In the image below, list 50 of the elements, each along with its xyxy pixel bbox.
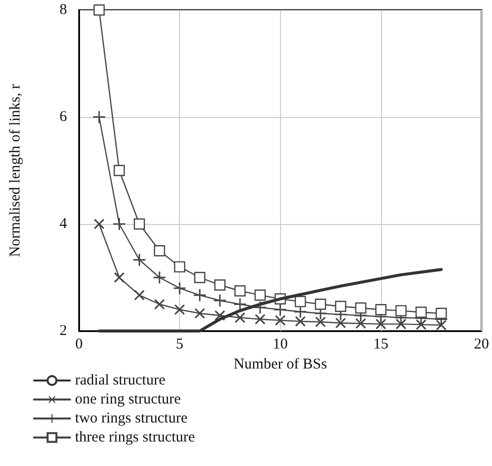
- point: [133, 254, 146, 266]
- x-tick-label: 0: [75, 336, 83, 352]
- x-tick-label: 5: [176, 336, 184, 352]
- point: [194, 272, 206, 284]
- point: [375, 304, 386, 316]
- line-series: [98, 268, 443, 332]
- point: [396, 318, 406, 330]
- point: [174, 282, 186, 294]
- point: [335, 300, 346, 312]
- point: [376, 318, 386, 330]
- point: [355, 302, 366, 314]
- point: [134, 290, 145, 300]
- x-tick-label: 20: [474, 336, 489, 352]
- point: [274, 304, 286, 316]
- point: [194, 308, 205, 318]
- y-tick-label: 6: [60, 109, 68, 125]
- x-axis-title: Number of BSs: [234, 356, 328, 372]
- point: [94, 4, 105, 16]
- point: [114, 164, 125, 176]
- point: [436, 308, 447, 319]
- legend-label: radial structure: [75, 372, 166, 388]
- legend-label: three rings structure: [75, 430, 196, 446]
- point: [314, 298, 326, 310]
- point: [254, 314, 266, 324]
- point: [294, 306, 306, 318]
- x-tick-label: 15: [373, 336, 388, 352]
- point: [295, 316, 306, 327]
- y-tick-label: 8: [60, 2, 67, 18]
- point: [134, 218, 145, 230]
- y-tick-label: 2: [60, 323, 67, 339]
- point: [395, 305, 407, 316]
- x-tick-label: 10: [272, 336, 288, 352]
- legend-label: two rings structure: [75, 410, 188, 426]
- point: [214, 279, 226, 291]
- point: [294, 296, 306, 308]
- point: [416, 306, 427, 318]
- y-tick-label: 4: [60, 216, 68, 232]
- point: [94, 218, 104, 230]
- point: [254, 290, 266, 301]
- point: [315, 316, 326, 328]
- point: [275, 315, 286, 326]
- point: [174, 261, 186, 272]
- point: [154, 245, 166, 256]
- point: [335, 318, 346, 328]
- point: [174, 304, 185, 315]
- point: [416, 319, 426, 330]
- point: [194, 289, 206, 302]
- legend-label: one ring structure: [75, 392, 182, 408]
- y-axis-title: Normalised length of links, r: [8, 84, 24, 257]
- point: [234, 285, 246, 296]
